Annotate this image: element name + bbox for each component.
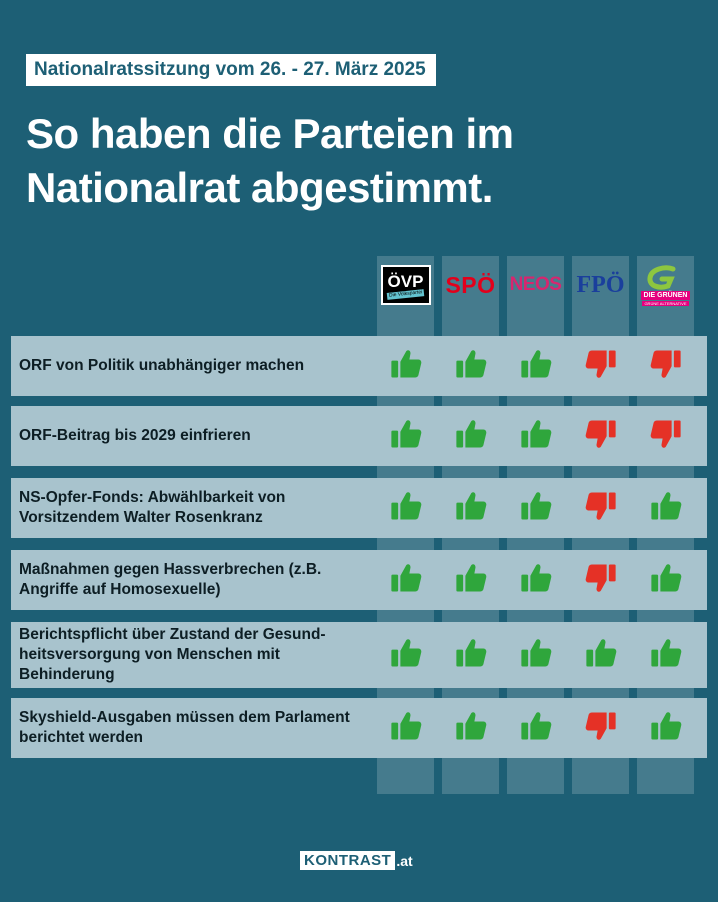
vote-row: NS-Opfer-Fonds: Abwählbarkeit von Vorsit… <box>11 478 707 538</box>
thumbs-up-icon <box>388 488 424 529</box>
gruene-vote-cell <box>637 550 694 610</box>
thumbs-down-icon <box>583 708 619 749</box>
thumbs-up-icon <box>453 560 489 601</box>
vote-topic-label: ORF von Politik unabhängiger machen <box>19 357 305 374</box>
thumbs-up-icon <box>518 346 554 387</box>
fpoe-vote-cell <box>572 550 629 610</box>
page-title: So haben die Parteien im Nationalrat abg… <box>26 107 666 215</box>
gruene-vote-cell <box>637 336 694 396</box>
thumbs-up-icon <box>388 635 424 676</box>
footer-brand: KONTRAST <box>300 851 396 870</box>
gruene-logo: DIE GRÜNEN GRÜNE ALTERNATIVE <box>637 262 694 308</box>
fpoe-logo: FPÖ <box>572 262 629 308</box>
thumbs-up-icon <box>453 708 489 749</box>
vote-row: Skyshield-Ausgaben müssen dem Parlament … <box>11 698 707 758</box>
spoe-logo-text: SPÖ <box>445 271 496 298</box>
oevp-vote-cell <box>377 550 434 610</box>
thumbs-down-icon <box>583 488 619 529</box>
vote-row: ORF-Beitrag bis 2029 einfrieren <box>11 406 707 466</box>
thumbs-up-icon <box>518 635 554 676</box>
oevp-vote-cell <box>377 336 434 396</box>
neos-logo-text: NEOS <box>509 274 562 295</box>
thumbs-up-icon <box>518 560 554 601</box>
spoe-vote-cell <box>442 622 499 688</box>
neos-vote-cell <box>507 622 564 688</box>
thumbs-down-icon <box>583 560 619 601</box>
vote-topic-label: ORF-Beitrag bis 2029 einfrieren <box>19 427 251 444</box>
oevp-vote-cell <box>377 698 434 758</box>
oevp-vote-cell <box>377 478 434 538</box>
session-date-badge: Nationalratssitzung vom 26. - 27. März 2… <box>26 54 436 86</box>
thumbs-up-icon <box>388 560 424 601</box>
thumbs-up-icon <box>388 416 424 457</box>
neos-vote-cell <box>507 550 564 610</box>
vote-row: Berichtspflicht über Zustand der Gesund-… <box>11 622 707 688</box>
thumbs-up-icon <box>388 708 424 749</box>
vote-row: Maßnahmen gegen Hassverbrechen (z.B. Ang… <box>11 550 707 610</box>
thumbs-down-icon <box>583 346 619 387</box>
neos-logo: NEOS <box>507 262 564 308</box>
vote-topic-label: Maßnahmen gegen Hassverbrechen (z.B. Ang… <box>19 561 322 598</box>
kontrast-logo: KONTRAST .at <box>300 851 413 870</box>
thumbs-up-icon <box>648 488 684 529</box>
thumbs-up-icon <box>453 635 489 676</box>
thumbs-up-icon <box>518 416 554 457</box>
thumbs-up-icon <box>583 635 619 676</box>
fpoe-logo-text: FPÖ <box>576 271 625 298</box>
vote-row: ORF von Politik unabhängiger machen <box>11 336 707 396</box>
oevp-logo-text: ÖVP <box>387 271 424 291</box>
gruene-vote-cell <box>637 698 694 758</box>
neos-vote-cell <box>507 336 564 396</box>
thumbs-down-icon <box>648 416 684 457</box>
fpoe-vote-cell <box>572 698 629 758</box>
thumbs-up-icon <box>518 488 554 529</box>
neos-vote-cell <box>507 406 564 466</box>
fpoe-vote-cell <box>572 406 629 466</box>
gruene-logo-sub: GRÜNE ALTERNATIVE <box>642 300 689 306</box>
fpoe-vote-cell <box>572 336 629 396</box>
title-line-1: So haben die Parteien im <box>26 110 514 157</box>
spoe-vote-cell <box>442 698 499 758</box>
thumbs-down-icon <box>583 416 619 457</box>
spoe-vote-cell <box>442 550 499 610</box>
spoe-vote-cell <box>442 406 499 466</box>
vote-topic-label: Skyshield-Ausgaben müssen dem Parlament … <box>19 709 350 746</box>
thumbs-up-icon <box>648 560 684 601</box>
thumbs-up-icon <box>453 416 489 457</box>
thumbs-up-icon <box>648 708 684 749</box>
spoe-logo: SPÖ <box>442 262 499 308</box>
neos-vote-cell <box>507 478 564 538</box>
oevp-logo: ÖVP Die Volkspartei <box>377 262 434 308</box>
gruene-g-icon <box>647 264 676 290</box>
thumbs-up-icon <box>518 708 554 749</box>
vote-topic-label: NS-Opfer-Fonds: Abwählbarkeit von Vorsit… <box>19 489 286 526</box>
thumbs-down-icon <box>648 346 684 387</box>
fpoe-vote-cell <box>572 478 629 538</box>
spoe-vote-cell <box>442 478 499 538</box>
gruene-logo-text: DIE GRÜNEN <box>640 290 691 300</box>
vote-topic-label: Berichtspflicht über Zustand der Gesund-… <box>19 626 326 683</box>
gruene-vote-cell <box>637 622 694 688</box>
spoe-vote-cell <box>442 336 499 396</box>
thumbs-up-icon <box>648 635 684 676</box>
oevp-vote-cell <box>377 622 434 688</box>
neos-vote-cell <box>507 698 564 758</box>
gruene-vote-cell <box>637 478 694 538</box>
title-line-2: Nationalrat abgestimmt. <box>26 164 493 211</box>
thumbs-up-icon <box>388 346 424 387</box>
thumbs-up-icon <box>453 346 489 387</box>
thumbs-up-icon <box>453 488 489 529</box>
fpoe-vote-cell <box>572 622 629 688</box>
gruene-vote-cell <box>637 406 694 466</box>
footer-tld: .at <box>396 852 413 869</box>
oevp-vote-cell <box>377 406 434 466</box>
